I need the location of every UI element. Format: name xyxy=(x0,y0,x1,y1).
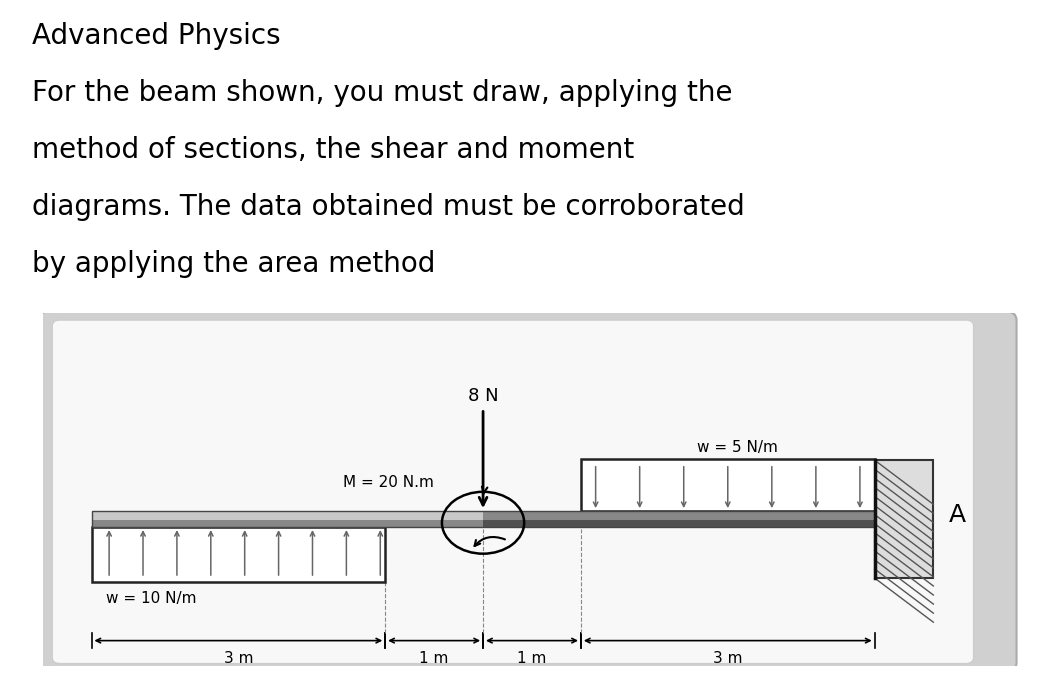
Bar xyxy=(581,460,875,511)
Text: 3 m: 3 m xyxy=(713,651,743,666)
Bar xyxy=(483,511,875,527)
Text: 3 m: 3 m xyxy=(223,651,253,666)
Text: method of sections, the shear and moment: method of sections, the shear and moment xyxy=(32,137,634,165)
Text: A: A xyxy=(949,503,966,528)
Text: M = 20 N.m: M = 20 N.m xyxy=(343,475,433,490)
Text: w = 5 N/m: w = 5 N/m xyxy=(697,440,778,455)
Text: by applying the area method: by applying the area method xyxy=(32,250,435,278)
Text: w = 10 N/m: w = 10 N/m xyxy=(106,592,197,607)
FancyBboxPatch shape xyxy=(38,311,1016,672)
Text: Advanced Physics: Advanced Physics xyxy=(32,22,281,50)
FancyBboxPatch shape xyxy=(52,320,974,664)
Bar xyxy=(92,511,875,527)
Text: 8 N: 8 N xyxy=(468,387,498,405)
Text: 1 m: 1 m xyxy=(419,651,449,666)
Bar xyxy=(92,520,483,527)
Bar xyxy=(92,511,483,527)
Bar xyxy=(483,520,875,527)
Bar xyxy=(875,460,933,578)
Bar xyxy=(92,527,385,582)
Text: For the beam shown, you must draw, applying the: For the beam shown, you must draw, apply… xyxy=(32,80,732,107)
Text: diagrams. The data obtained must be corroborated: diagrams. The data obtained must be corr… xyxy=(32,193,745,222)
Text: 1 m: 1 m xyxy=(517,651,547,666)
